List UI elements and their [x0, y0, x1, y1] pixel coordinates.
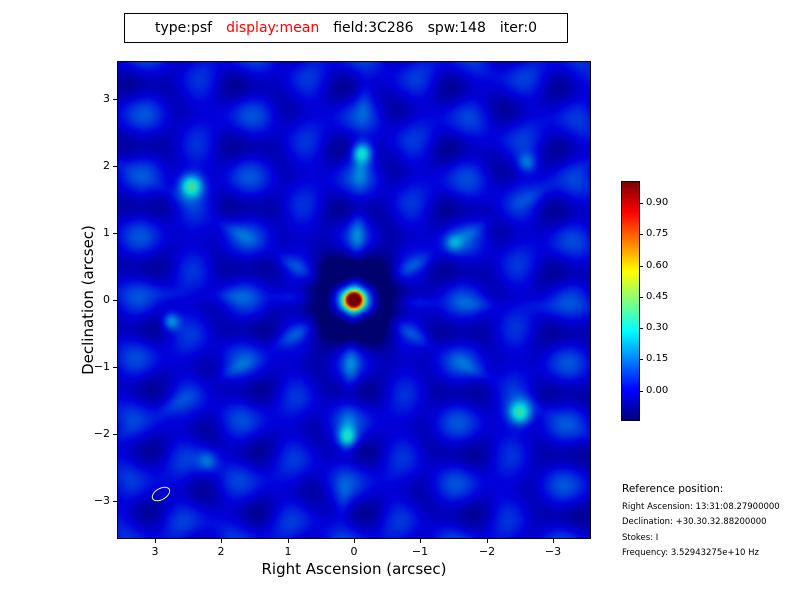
reference-line: Frequency: 3.52943275e+10 Hz [622, 548, 759, 558]
x-tick-mark [487, 539, 488, 543]
title-token-display: display:mean [226, 20, 320, 36]
y-tick-label: −2 [93, 427, 110, 440]
plot-title-box: type:psf display:mean field:3C286 spw:148 it… [124, 13, 568, 43]
x-tick-label: −2 [478, 545, 496, 558]
x-tick-mark [354, 539, 355, 543]
x-tick-mark [420, 539, 421, 543]
y-tick-mark [113, 434, 117, 435]
y-tick-mark [113, 233, 117, 234]
reference-line: Right Ascension: 13:31:08.27900000 [622, 502, 780, 512]
colorbar-tick-label: 0.90 [646, 197, 669, 208]
y-tick-label: −1 [93, 360, 110, 373]
x-tick-label: 2 [217, 545, 225, 558]
colorbar-tick-mark [640, 297, 643, 298]
colorbar-tick-label: 0.30 [646, 322, 669, 333]
reference-line: Declination: +30.30.32.88200000 [622, 517, 767, 527]
x-tick-label: 1 [284, 545, 292, 558]
colorbar-tick-mark [640, 234, 643, 235]
reference-line: Stokes: I [622, 533, 659, 543]
colorbar-tick-mark [640, 266, 643, 267]
colorbar-tick-label: 0.75 [646, 228, 669, 239]
y-tick-mark [113, 166, 117, 167]
x-tick-label: −1 [411, 545, 429, 558]
y-tick-mark [113, 300, 117, 301]
x-axis-label: Right Ascension (arcsec) [261, 560, 447, 578]
colorbar [621, 181, 640, 421]
y-tick-mark [113, 367, 117, 368]
title-token-spw: spw:148 [427, 20, 486, 36]
y-tick-label: 3 [103, 92, 110, 105]
colorbar-tick-label: 0.00 [646, 385, 669, 396]
colorbar-gradient-canvas [622, 182, 639, 420]
title-token-iter: iter:0 [499, 20, 538, 36]
colorbar-tick-mark [640, 359, 643, 360]
x-tick-mark [553, 539, 554, 543]
y-tick-label: 1 [103, 226, 110, 239]
title-token-type: type:psf [154, 20, 213, 36]
colorbar-tick-label: 0.45 [646, 291, 669, 302]
colorbar-tick-label: 0.15 [646, 353, 669, 364]
x-tick-label: 3 [151, 545, 159, 558]
colorbar-tick-mark [640, 391, 643, 392]
x-tick-label: 0 [350, 545, 358, 558]
title-token-field: field:3C286 [333, 20, 414, 36]
y-tick-label: −3 [93, 494, 110, 507]
y-tick-mark [113, 501, 117, 502]
colorbar-tick-mark [640, 203, 643, 204]
y-tick-mark [113, 99, 117, 100]
x-tick-mark [288, 539, 289, 543]
colorbar-tick-label: 0.60 [646, 260, 669, 271]
y-tick-label: 0 [103, 293, 110, 306]
x-tick-label: −3 [544, 545, 562, 558]
colorbar-tick-mark [640, 328, 643, 329]
y-tick-label: 2 [103, 159, 110, 172]
x-tick-mark [221, 539, 222, 543]
psf-heatmap-canvas[interactable] [118, 62, 590, 538]
x-tick-mark [155, 539, 156, 543]
reference-position-heading: Reference position: [622, 483, 724, 495]
plot-area [117, 61, 591, 539]
